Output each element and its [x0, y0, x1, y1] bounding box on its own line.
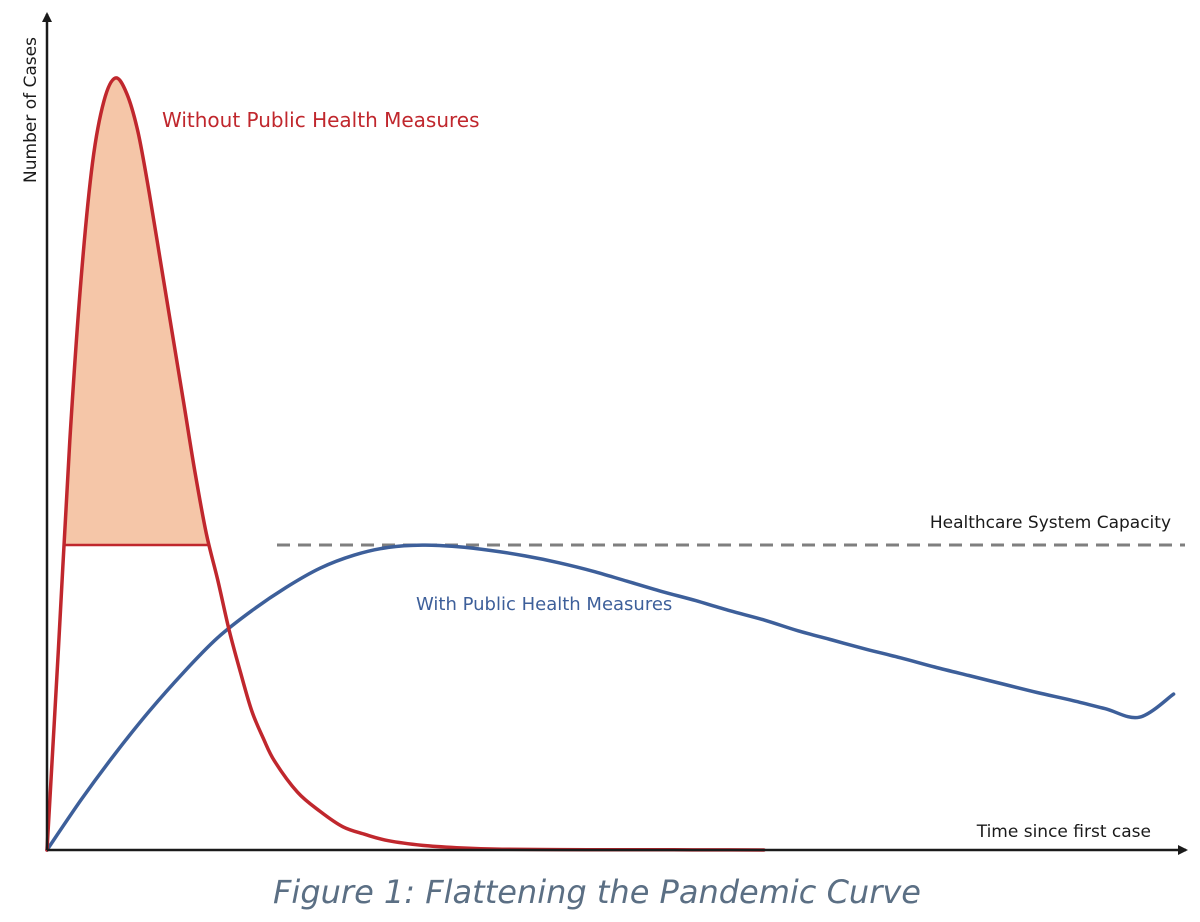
with-measures-label: With Public Health Measures — [416, 594, 672, 615]
plot-area — [45, 76, 1185, 852]
y-axis-label: Number of Cases — [21, 37, 41, 183]
without-measures-label: Without Public Health Measures — [162, 108, 480, 132]
excess-cases-area — [64, 77, 210, 546]
x-axis-label: Time since first case — [976, 822, 1151, 842]
figure-caption: Figure 1: Flattening the Pandemic Curve — [273, 873, 921, 911]
without-measures-curve — [45, 76, 766, 852]
capacity-label: Healthcare System Capacity — [930, 513, 1171, 533]
with-measures-curve — [45, 543, 1176, 852]
